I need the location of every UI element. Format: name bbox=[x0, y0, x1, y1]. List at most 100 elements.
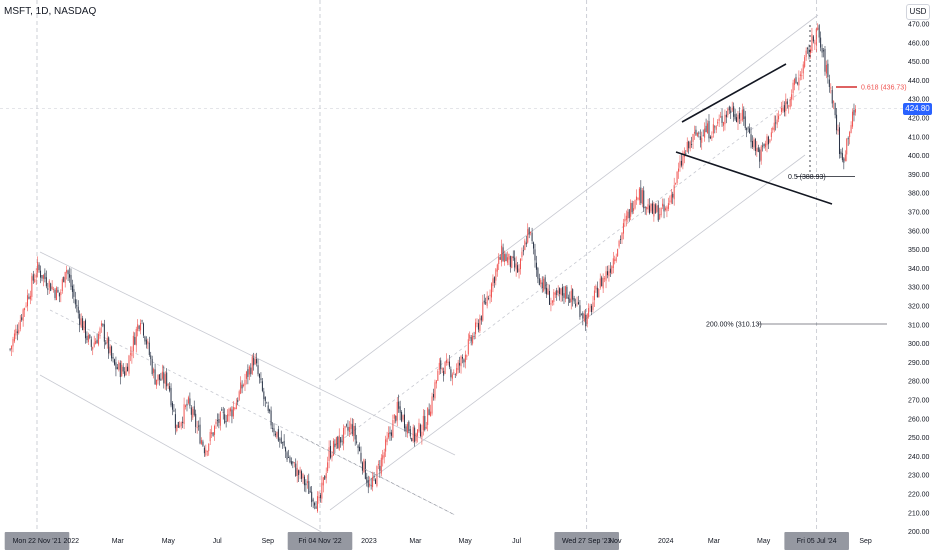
time-axis[interactable]: Mon 22 Nov '21 2022 Mar May Jul Sep Fri 04 Nov… bbox=[4, 532, 872, 550]
candle-body bbox=[57, 289, 59, 293]
candle-body bbox=[650, 204, 652, 212]
candle-body bbox=[263, 391, 265, 400]
candle-body bbox=[753, 139, 755, 148]
candle-body bbox=[379, 465, 381, 471]
candle-body bbox=[440, 360, 442, 369]
candle-body bbox=[373, 475, 375, 478]
candle-body bbox=[630, 202, 632, 217]
candle-body bbox=[535, 262, 537, 270]
candle-body bbox=[203, 447, 205, 454]
candle-body bbox=[850, 125, 852, 133]
candle-body bbox=[699, 136, 701, 141]
x-tick-label: May bbox=[459, 538, 473, 545]
x-tick-label: Sep bbox=[262, 538, 275, 545]
candle-body bbox=[541, 282, 543, 289]
candle-body bbox=[186, 403, 188, 406]
wedge-lower-line bbox=[675, 151, 833, 205]
candle-body bbox=[98, 334, 100, 345]
candle-body bbox=[669, 200, 671, 202]
projection-line bbox=[299, 435, 456, 516]
candle-body bbox=[591, 305, 593, 312]
candle-body bbox=[772, 127, 774, 130]
candle-body bbox=[157, 374, 159, 381]
highlight-date-bg bbox=[784, 532, 849, 550]
candle-body bbox=[99, 328, 101, 335]
y-tick-label: 290.00 bbox=[908, 360, 930, 367]
candle-body bbox=[166, 372, 168, 387]
candle-body bbox=[221, 409, 223, 411]
currency-label[interactable]: USD bbox=[906, 4, 930, 20]
candle-body bbox=[185, 405, 187, 408]
candle-body bbox=[543, 278, 545, 291]
candle-body bbox=[849, 132, 851, 138]
y-tick-label: 280.00 bbox=[908, 379, 930, 386]
candle-body bbox=[386, 437, 388, 443]
candle-body bbox=[182, 421, 184, 423]
candle-body bbox=[709, 136, 711, 139]
candle-body bbox=[74, 299, 76, 305]
price-axis[interactable]: 470.00 460.00 450.00 440.00 430.00 420.00 410.… bbox=[908, 22, 930, 537]
x-tick-label: Mar bbox=[112, 538, 125, 545]
candle-body bbox=[643, 190, 645, 209]
candle-body bbox=[483, 300, 485, 303]
candle-body bbox=[615, 257, 617, 262]
candle-body bbox=[316, 496, 318, 512]
candle-body bbox=[821, 48, 823, 53]
candle-body bbox=[635, 196, 637, 201]
candle-body bbox=[547, 288, 549, 295]
candle-body bbox=[670, 194, 672, 203]
candle-body bbox=[596, 287, 598, 298]
candle-body bbox=[256, 358, 258, 364]
candle-body bbox=[96, 339, 98, 344]
candle-body bbox=[44, 272, 46, 279]
candle-body bbox=[685, 153, 687, 154]
candle-body bbox=[796, 82, 798, 84]
candle-body bbox=[164, 374, 166, 384]
candle-body bbox=[321, 482, 323, 499]
channel-line bbox=[334, 84, 811, 446]
candle-body bbox=[736, 117, 738, 122]
candle-body bbox=[522, 250, 524, 252]
candle-body bbox=[38, 264, 40, 271]
candle-body bbox=[231, 409, 233, 417]
candle-body bbox=[160, 378, 162, 381]
candle-body bbox=[746, 127, 748, 131]
candle-body bbox=[794, 78, 796, 85]
candle-body bbox=[660, 207, 662, 216]
candle-body bbox=[538, 278, 540, 285]
candle-body bbox=[598, 289, 600, 298]
crosshair-vertical-lines bbox=[36, 0, 818, 532]
candle-body bbox=[802, 64, 804, 74]
candle-body bbox=[702, 135, 704, 137]
candle-body bbox=[296, 467, 298, 477]
candle-body bbox=[282, 442, 284, 443]
candle-body bbox=[176, 424, 178, 431]
candle-body bbox=[399, 406, 401, 413]
candle-body bbox=[431, 396, 433, 414]
candle-body bbox=[505, 254, 507, 262]
candle-body bbox=[453, 372, 455, 374]
candle-body bbox=[718, 118, 720, 121]
candle-body bbox=[129, 353, 131, 355]
x-tick-label-highlight: Fri 04 Nov '22 bbox=[298, 538, 341, 545]
candle-body bbox=[312, 499, 314, 502]
x-tick-label: 2022 bbox=[63, 538, 79, 545]
candle-body bbox=[174, 414, 176, 429]
candle-body bbox=[82, 318, 84, 331]
candle-body bbox=[18, 329, 20, 334]
candle-body bbox=[477, 323, 479, 330]
y-tick-label: 310.00 bbox=[908, 322, 930, 329]
candle-body bbox=[614, 259, 616, 261]
candle-body bbox=[187, 397, 189, 404]
candle-body bbox=[406, 424, 408, 434]
candle-body bbox=[799, 74, 801, 76]
symbol-title[interactable]: MSFT, 1D, NASDAQ bbox=[4, 6, 97, 17]
candle-body bbox=[582, 312, 584, 319]
candle-body bbox=[525, 242, 527, 245]
candle-body bbox=[214, 426, 216, 435]
candle-body bbox=[67, 270, 69, 275]
candle-body bbox=[457, 362, 459, 371]
candle-body bbox=[80, 318, 82, 327]
candle-body bbox=[808, 49, 810, 56]
